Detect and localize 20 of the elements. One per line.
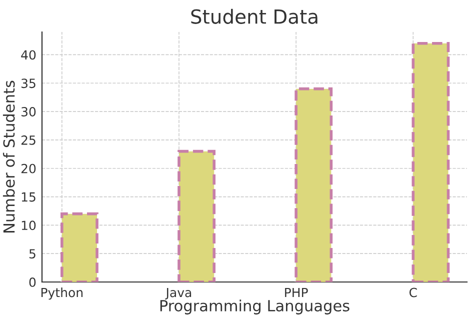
- bar: [412, 42, 450, 282]
- x-tick-label: Python: [41, 288, 83, 300]
- y-tick-label: 30: [21, 107, 36, 116]
- y-tick-label: 15: [22, 192, 36, 202]
- bar: [294, 87, 333, 282]
- chart-title: Student Data: [191, 8, 318, 24]
- y-tick-label: 0: [29, 277, 36, 287]
- y-tick-label: 10: [22, 220, 36, 230]
- y-tick-label: 35: [21, 78, 36, 88]
- y-tick-label: 25: [21, 135, 36, 145]
- x-tick-label: C: [409, 288, 417, 298]
- y-axis-title: Number of Students: [2, 80, 15, 232]
- y-tick-label: 40: [21, 50, 36, 60]
- x-axis-title: Programming Languages: [160, 300, 350, 314]
- x-tick-label: Java: [165, 288, 192, 300]
- y-tick-label: 20: [21, 164, 36, 174]
- y-tick-label: 5: [29, 249, 36, 259]
- x-tick-label: PHP: [285, 288, 308, 298]
- bar: [60, 212, 98, 282]
- bar: [178, 150, 216, 282]
